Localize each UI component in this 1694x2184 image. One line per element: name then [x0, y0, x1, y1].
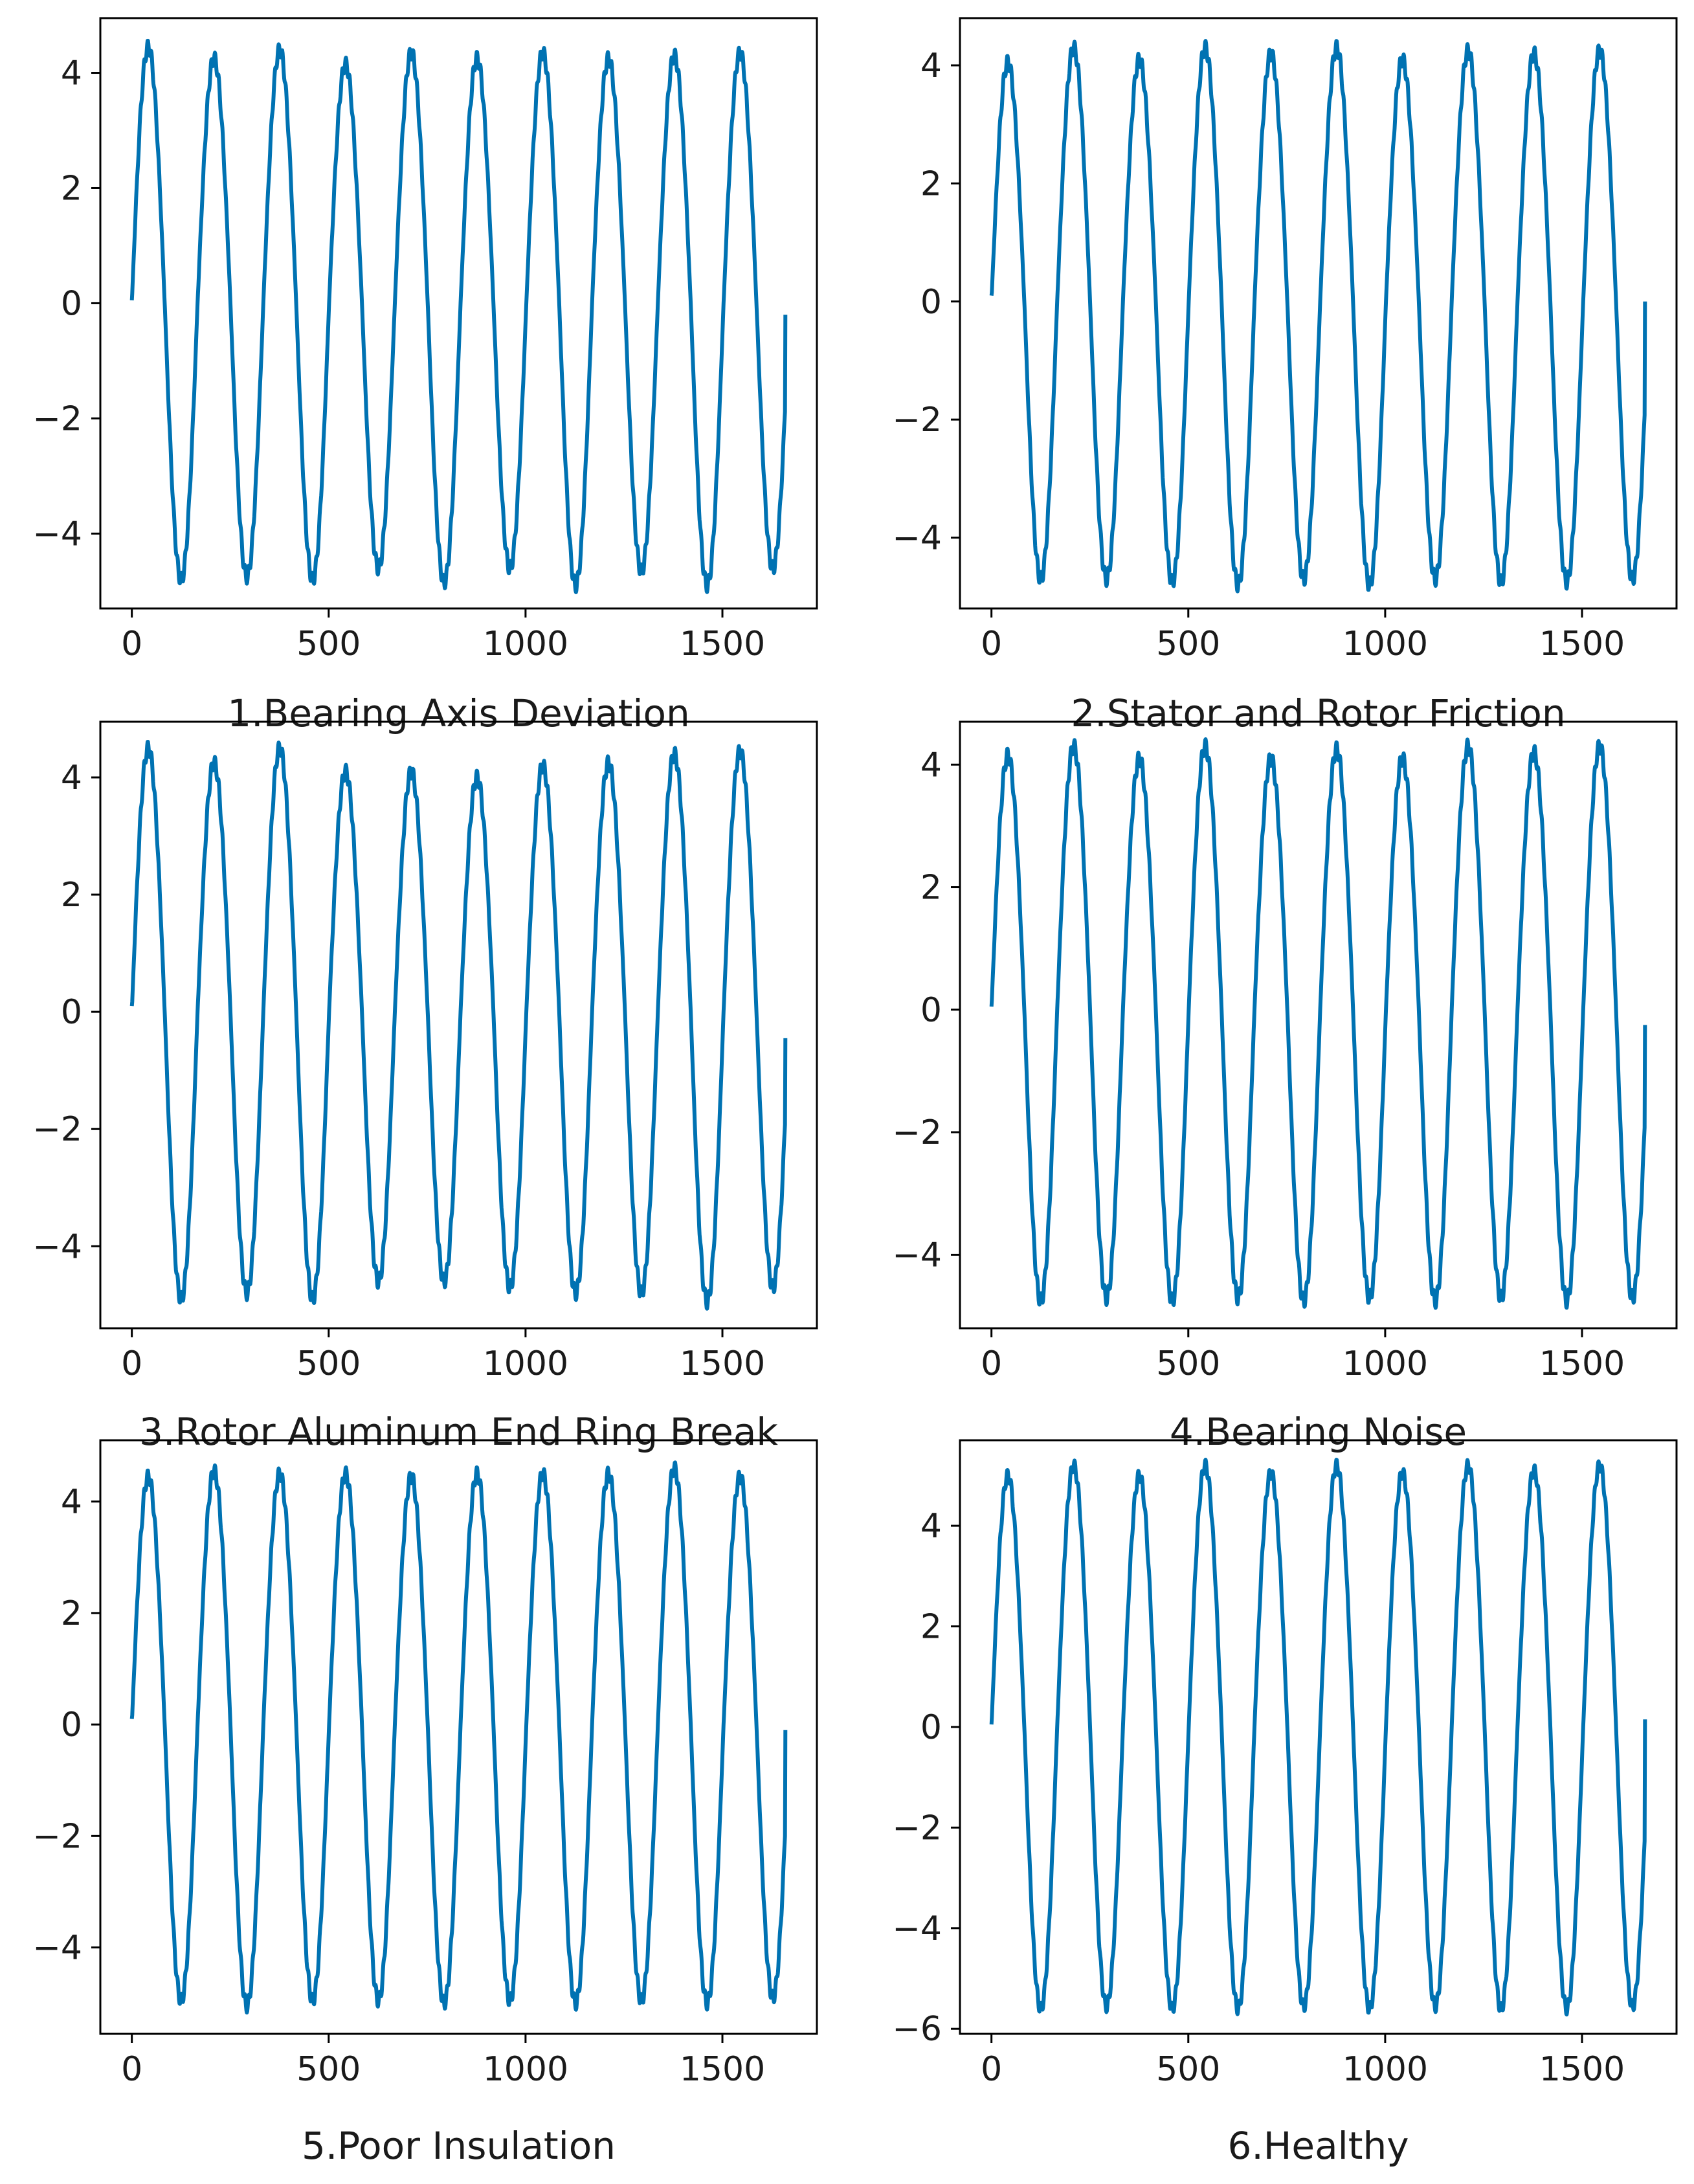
y-tick-label: 2	[920, 869, 942, 908]
x-tick-label: 1000	[1343, 625, 1428, 663]
y-tick-label: −2	[32, 399, 82, 438]
x-tick-label: 1000	[483, 2050, 568, 2089]
x-tick-label: 500	[296, 625, 361, 663]
x-tick-label: 0	[121, 625, 142, 663]
x-tick-label: 1500	[680, 2050, 765, 2089]
subplot-caption: 2.Stator and Rotor Friction	[1071, 691, 1565, 735]
signal-line-6	[989, 1458, 1647, 2017]
axes-frame	[959, 17, 1678, 610]
y-tick-label: 4	[61, 54, 82, 93]
axes-frame	[959, 1439, 1678, 2035]
y-tick-label: −2	[892, 1113, 942, 1152]
y-tick-label: 0	[920, 1708, 942, 1747]
x-tick-label: 500	[1156, 625, 1220, 663]
y-tick-label: 0	[920, 283, 942, 322]
y-tick-label: 4	[920, 47, 942, 85]
x-tick-label: 1000	[483, 625, 568, 663]
x-tick-label: 1000	[483, 1344, 568, 1383]
signal-line-5	[129, 1460, 788, 2015]
y-tick-label: 4	[61, 1483, 82, 1522]
y-tick-label: 4	[920, 1507, 942, 1546]
x-tick-label: 500	[1156, 1344, 1220, 1383]
y-tick-label: 0	[920, 991, 942, 1030]
x-tick-label: 1500	[680, 625, 765, 663]
subplot-caption: 1.Bearing Axis Deviation	[227, 691, 690, 735]
y-tick-label: 4	[61, 759, 82, 797]
signal-line-2	[989, 39, 1647, 594]
y-tick-label: 2	[920, 1608, 942, 1647]
subplot-3: 0 500 1000 1500 −4 −2 0 2 4 3.Rotor Aluminum End …	[32, 720, 818, 1454]
x-tick-label: 1000	[1343, 1344, 1428, 1383]
x-tick-label: 500	[1156, 2050, 1220, 2089]
y-tick-label: −2	[32, 1817, 82, 1856]
x-tick-label: 1500	[1539, 2050, 1625, 2089]
x-tick-label: 500	[296, 2050, 361, 2089]
y-tick-label: −4	[892, 519, 942, 558]
x-tick-label: 500	[296, 1344, 361, 1383]
subplot-caption: 4.Bearing Noise	[1170, 1410, 1467, 1454]
axes-frame	[99, 17, 818, 610]
y-tick-label: −4	[32, 515, 82, 553]
y-tick-label: −4	[32, 1929, 82, 1968]
y-tick-label: 0	[61, 1706, 82, 1744]
subplot-6: 0 500 1000 1500 −6 −4 −2 0 2 4 6.Healthy	[892, 1439, 1678, 2168]
x-tick-label: 1500	[1539, 1344, 1625, 1383]
x-tick-label: 1000	[1343, 2050, 1428, 2089]
y-tick-label: −2	[892, 1809, 942, 1847]
x-tick-label: 0	[981, 625, 1002, 663]
signal-line-1	[129, 38, 788, 594]
y-tick-label: 2	[61, 876, 82, 915]
y-tick-label: 2	[920, 164, 942, 203]
y-tick-label: 2	[61, 1594, 82, 1633]
y-tick-label: −4	[892, 1236, 942, 1275]
y-tick-label: −6	[892, 2010, 942, 2049]
subplot-4: 0 500 1000 1500 −4 −2 0 2 4 4.Bearing Noise	[892, 720, 1678, 1454]
x-tick-label: 0	[121, 1344, 142, 1383]
subplot-caption: 6.Healthy	[1227, 2124, 1409, 2168]
subplot-1: 0 500 1000 1500 −4 −2 0 2 4 1.Bearing Axis Deviat…	[32, 17, 818, 735]
axes-frame	[99, 720, 818, 1330]
x-tick-label: 1500	[1539, 625, 1625, 663]
subplot-2: 0 500 1000 1500 −4 −2 0 2 4 2.Stator and Rotor Fr…	[892, 17, 1678, 735]
y-tick-label: 4	[920, 746, 942, 785]
x-tick-label: 0	[121, 2050, 142, 2089]
y-tick-label: 0	[61, 993, 82, 1032]
y-tick-label: 0	[61, 284, 82, 323]
y-tick-label: −2	[892, 401, 942, 440]
signal-line-4	[989, 737, 1647, 1310]
x-tick-label: 0	[981, 2050, 1002, 2089]
x-tick-label: 1500	[680, 1344, 765, 1383]
signal-line-3	[129, 740, 788, 1311]
subplot-caption: 5.Poor Insulation	[302, 2124, 616, 2168]
x-tick-label: 0	[981, 1344, 1002, 1383]
subplot-caption: 3.Rotor Aluminum End Ring Break	[139, 1410, 778, 1454]
y-tick-label: −4	[892, 1910, 942, 1948]
y-tick-label: 2	[61, 169, 82, 208]
y-tick-label: −4	[32, 1227, 82, 1266]
y-tick-label: −2	[32, 1110, 82, 1149]
subplot-5: 0 500 1000 1500 −4 −2 0 2 4 5.Poor Insulation	[32, 1439, 818, 2168]
axes-frame	[99, 1439, 818, 2035]
axes-frame	[959, 720, 1678, 1330]
